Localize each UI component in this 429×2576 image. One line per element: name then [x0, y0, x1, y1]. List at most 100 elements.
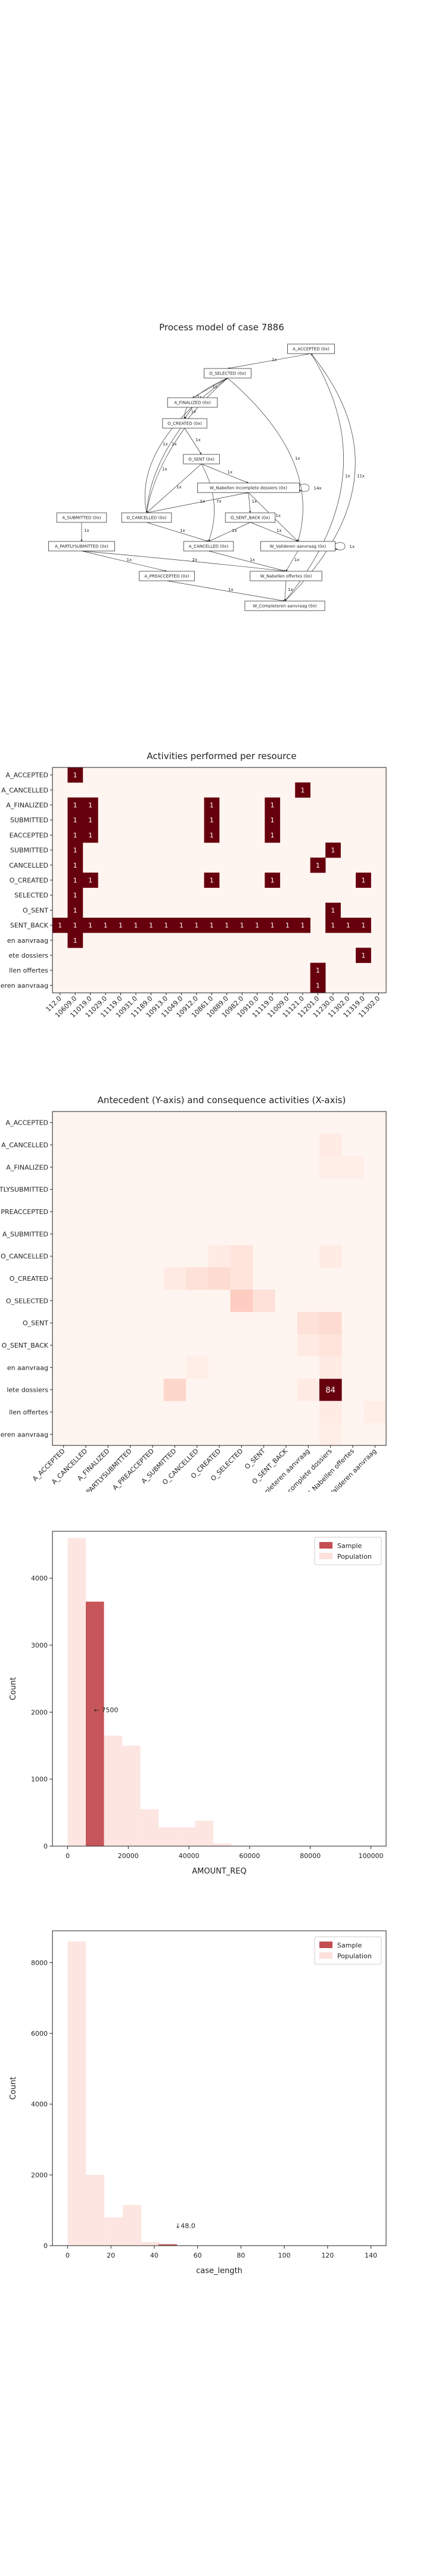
antecedent-heatmap-title: Antecedent (Y-axis) and consequence acti… [98, 1095, 346, 1106]
heatmap-cell [319, 1156, 342, 1179]
heatmap-cell-value: 1 [104, 922, 108, 930]
x-axis: 0 20 40 60 80 100 120 140 [66, 2246, 377, 2259]
process-node-a-partlysubmitted: A_PARTLYSUBMITTED (0x) [48, 541, 115, 552]
process-edge-label: 7x [216, 499, 222, 504]
svg-text:O_SENT_BACK (0x): O_SENT_BACK (0x) [231, 516, 270, 521]
heatmap-cell-value: 1 [285, 922, 290, 930]
heatmap-cell [67, 812, 83, 828]
heatmap-cell-value: 1 [73, 877, 77, 884]
heatmap-cell [356, 918, 371, 933]
process-node-w-nabellen-incompleet: W_Nabellen incomplete dossiers (0x) [197, 482, 300, 493]
process-node-w-completeren: W_Completeren aanvraag (0x) [244, 600, 325, 611]
population-bar [123, 2205, 142, 2246]
x-tick-label: 60000 [239, 1852, 260, 1860]
heatmap-row-label: A_FINALIZED [6, 1163, 48, 1171]
heatmap-cell [325, 918, 341, 933]
process-edge: 14x [299, 484, 322, 492]
heatmap-row-label: A_ACCEPTED [6, 772, 48, 779]
heatmap-cell-value: 1 [331, 906, 335, 914]
heatmap-cell-value: 1 [301, 922, 305, 930]
svg-text:A_PARTLYSUBMITTED (0x): A_PARTLYSUBMITTED (0x) [55, 544, 108, 549]
y-tick-label: 8000 [31, 1959, 48, 1967]
heatmap-row-label: eren aanvraag [1, 1431, 48, 1438]
y-tick-label: 3000 [31, 1642, 48, 1649]
process-edge-label: 1x [228, 587, 234, 592]
resource-heatmap-row-labels: A_ACCEPTED A_CANCELLED A_FINALIZED SUBMITTE… [1, 772, 52, 989]
histogram-bars [67, 1538, 232, 1846]
heatmap-cell-value: 1 [73, 816, 77, 824]
heatmap-row-label: llen offertes [9, 967, 48, 974]
process-node-a-finalized: A_FINALIZED (0x) [167, 397, 218, 408]
process-edge-label: 1x [213, 385, 218, 389]
population-bar [140, 1809, 159, 1846]
process-edge-label: 1x [232, 528, 237, 533]
process-edge: 1x [201, 463, 249, 484]
heatmap-row-label: en aanvraag [7, 937, 48, 945]
heatmap-cell-value: 1 [73, 862, 77, 869]
legend-label: Sample [337, 1942, 362, 1949]
heatmap-cell [158, 918, 174, 933]
heatmap-cell [82, 918, 98, 933]
heatmap-cell [204, 918, 220, 933]
heatmap-cell [340, 918, 356, 933]
svg-text:O_CREATED (0x): O_CREATED (0x) [167, 422, 202, 426]
heatmap-cell [234, 918, 250, 933]
heatmap-cell-value: 1 [73, 801, 77, 809]
heatmap-row-label: A_CANCELLED [1, 787, 48, 794]
heatmap-cell [325, 902, 341, 918]
process-edge-label: 11x [357, 474, 365, 479]
histogram-bars [67, 1941, 178, 2246]
process-edge: 1x [250, 522, 299, 542]
heatmap-cell [163, 1379, 186, 1401]
heatmap-row-label: O_CREATED [10, 1275, 48, 1283]
heatmap-cell-value: 1 [73, 922, 77, 930]
heatmap-cell-value: 1 [331, 922, 335, 930]
heatmap-row-label: O_CREATED [10, 877, 48, 884]
heatmap-cell [67, 902, 83, 918]
heatmap-cell-value: 1 [73, 831, 77, 839]
process-node-w-valideren: W_Valideren aanvraag (0x) [260, 541, 335, 552]
heatmap-row-label: A_ACCEPTED [6, 1119, 48, 1127]
heatmap-cell-value: 1 [361, 922, 365, 930]
heatmap-cell [253, 1289, 275, 1312]
svg-text:A_CANCELLED (0x): A_CANCELLED (0x) [189, 544, 229, 549]
heatmap-cell-value: 1 [88, 801, 92, 809]
heatmap-row-label: PREACCEPTED [1, 1208, 48, 1216]
process-edge-label: 1x [200, 499, 206, 504]
process-node-a-cancelled: A_CANCELLED (0x) [183, 541, 234, 552]
heatmap-cell [265, 812, 281, 828]
heatmap-cell [163, 1267, 186, 1290]
heatmap-cell [249, 918, 265, 933]
process-edge: 11x [284, 353, 365, 602]
heatmap-cell-value: 1 [164, 922, 168, 930]
antecedent-heatmap: Antecedent (Y-axis) and consequence acti… [0, 1095, 387, 1492]
y-tick-label: 2000 [31, 1708, 48, 1716]
heatmap-cell [67, 918, 83, 933]
heatmap-cell-value: 84 [325, 1386, 335, 1395]
heatmap-cell [319, 1134, 342, 1156]
y-axis-label: Count [9, 2077, 18, 2100]
heatmap-cell [98, 918, 114, 933]
heatmap-row-label: CANCELLED [9, 862, 48, 869]
population-bar [104, 1735, 123, 1846]
resource-heatmap-title: Activities performed per resource [147, 751, 296, 761]
heatmap-row-label: llen offertes [9, 1408, 48, 1416]
heatmap-cell [319, 1379, 342, 1401]
process-model-title: Process model of case 7886 [159, 322, 284, 333]
heatmap-cell [204, 797, 220, 813]
process-edge: 1x [192, 377, 228, 398]
heatmap-cell [67, 843, 83, 858]
x-axis-label: case_length [196, 2267, 243, 2275]
svg-text:W_Valideren aanvraag (0x): W_Valideren aanvraag (0x) [270, 544, 327, 549]
heatmap-cell [265, 827, 281, 843]
heatmap-cell-value: 1 [316, 967, 320, 974]
heatmap-cell [173, 918, 189, 933]
svg-text:A_PREACCEPTED (0x): A_PREACCEPTED (0x) [144, 574, 189, 579]
heatmap-cell [341, 1156, 364, 1179]
heatmap-row-label: O_SENT_BACK [2, 1342, 49, 1349]
svg-text:O_CANCELLED (0x): O_CANCELLED (0x) [126, 516, 166, 521]
legend: Sample Population [314, 1537, 382, 1565]
heatmap-cell [310, 977, 326, 993]
heatmap-cell [279, 918, 296, 933]
heatmap-cell [208, 1245, 231, 1268]
